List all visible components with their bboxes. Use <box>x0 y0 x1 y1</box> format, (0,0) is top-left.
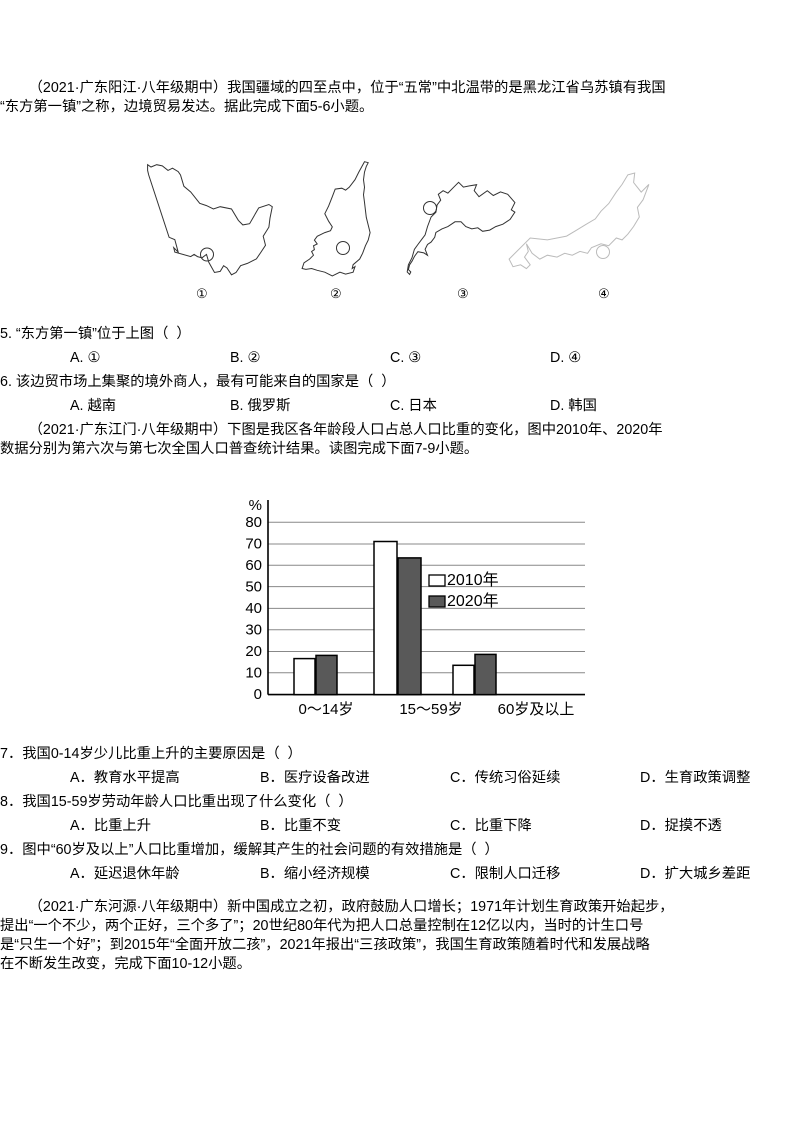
svg-text:20: 20 <box>245 643 262 660</box>
svg-text:50: 50 <box>245 579 262 596</box>
svg-text:2020年: 2020年 <box>447 592 499 610</box>
svg-text:0～14岁: 0～14岁 <box>298 701 353 718</box>
svg-text:0: 0 <box>254 686 262 703</box>
svg-text:80: 80 <box>245 514 262 531</box>
svg-text:60: 60 <box>245 557 262 574</box>
svg-text:%: % <box>249 497 262 514</box>
svg-text:60岁及以上: 60岁及以上 <box>498 701 575 718</box>
svg-text:10: 10 <box>245 665 262 682</box>
svg-text:30: 30 <box>245 622 262 639</box>
svg-text:40: 40 <box>245 600 262 617</box>
svg-text:70: 70 <box>245 536 262 553</box>
svg-text:2010年: 2010年 <box>447 571 499 589</box>
svg-text:15～59岁: 15～59岁 <box>399 701 462 718</box>
